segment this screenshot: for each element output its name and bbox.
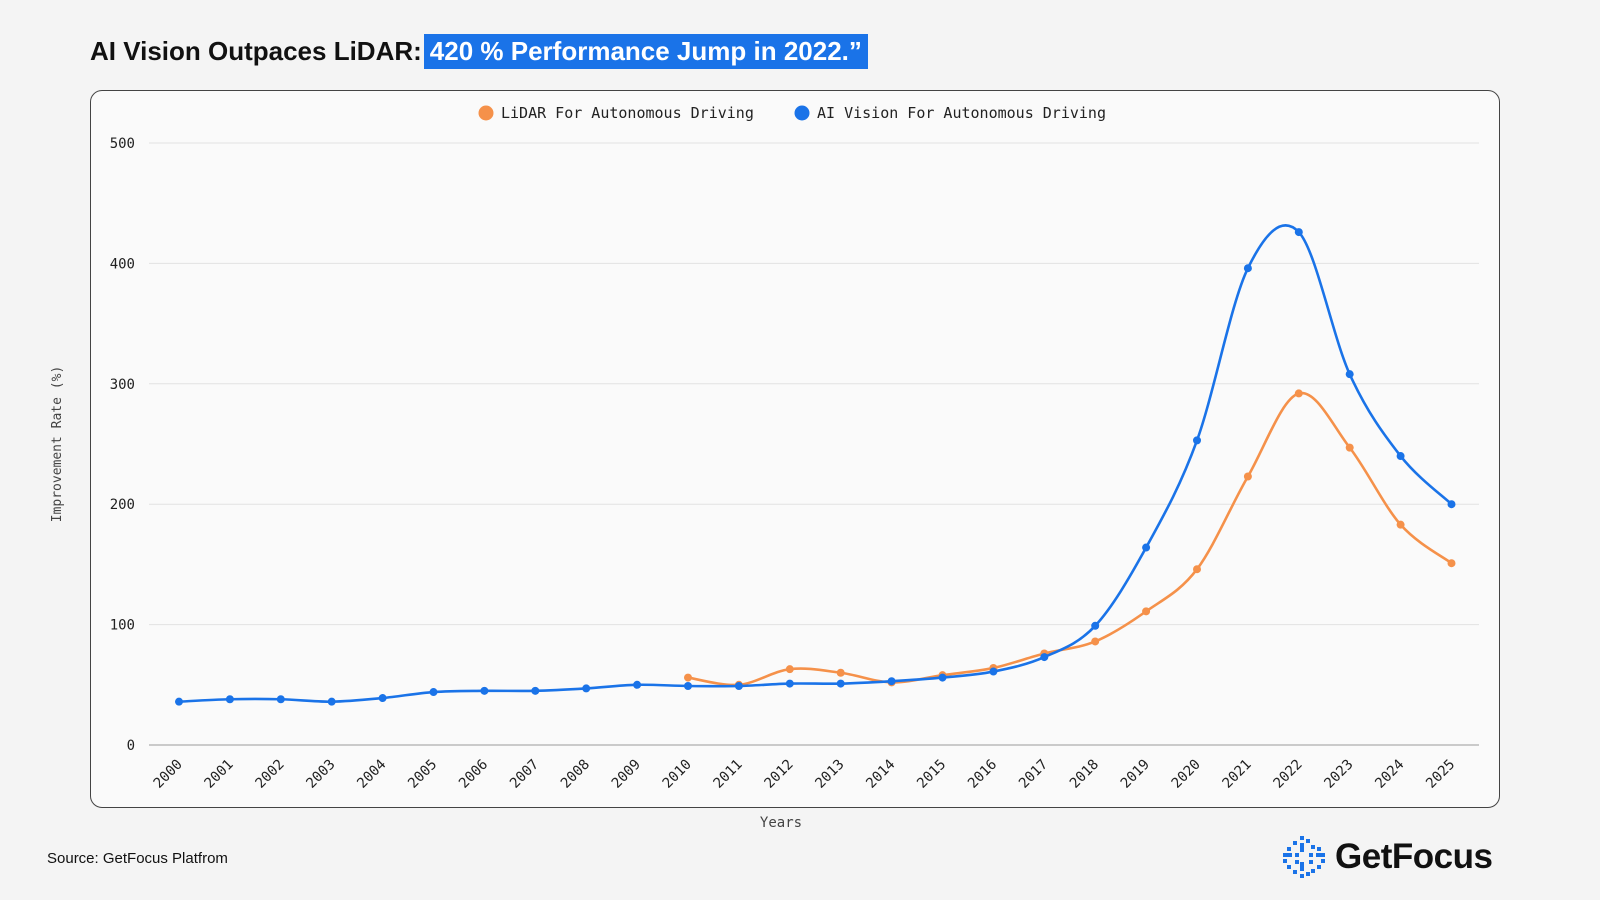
x-tick-label: 2003 xyxy=(303,757,338,792)
ai-vision-data-point xyxy=(531,686,540,695)
x-tick-label: 2018 xyxy=(1067,757,1102,792)
x-tick-label: 2005 xyxy=(405,757,440,792)
lidar-data-point xyxy=(684,673,692,682)
y-tick-label: 200 xyxy=(110,497,135,513)
x-tick-label: 2004 xyxy=(354,757,389,792)
ai-vision-data-point xyxy=(1193,436,1201,445)
x-tick-label: 2019 xyxy=(1118,757,1153,792)
source-note: Source: GetFocus Platfrom xyxy=(47,850,228,867)
chart-card: 0 100 200 300 400 500 2000 2001 2002 2003 2004 2005… xyxy=(50,90,1500,831)
x-tick-label: 2022 xyxy=(1270,757,1305,792)
lidar-data-point xyxy=(1396,520,1405,529)
lidar-data-point xyxy=(1447,559,1456,568)
lidar-series-line xyxy=(687,391,1453,687)
x-tick-label: 2015 xyxy=(914,757,949,792)
ai-vision-data-point xyxy=(836,679,845,688)
ai-vision-data-point xyxy=(734,682,743,691)
x-tick-label: 2008 xyxy=(558,757,593,792)
ai-vision-data-point xyxy=(1294,228,1303,237)
x-tick-label: 2002 xyxy=(252,757,287,792)
ai-vision-data-point xyxy=(1091,621,1100,630)
ai-vision-data-point xyxy=(276,695,285,704)
ai-vision-data-point xyxy=(327,697,336,706)
ai-vision-data-point xyxy=(1345,370,1354,379)
x-tick-label: 2006 xyxy=(456,757,491,792)
logo-text: GetFocus xyxy=(1335,837,1493,876)
legend-marker-ai-vision xyxy=(794,105,810,121)
x-tick-label: 2009 xyxy=(609,757,644,792)
x-axis-label: Years xyxy=(760,815,802,831)
line-chart: 0 100 200 300 400 500 2000 2001 2002 2003 2004 2005… xyxy=(50,104,1479,831)
legend-label-ai-vision: AI Vision For Autonomous Driving xyxy=(817,104,1106,122)
x-tick-label: 2010 xyxy=(660,757,695,792)
ai-vision-data-point xyxy=(480,686,489,695)
lidar-data-point xyxy=(1142,607,1151,616)
page-title: AI Vision Outpaces LiDAR: 420 % Performa… xyxy=(90,34,868,69)
x-tick-label: 2021 xyxy=(1220,757,1255,792)
ai-vision-data-point xyxy=(225,695,234,704)
lidar-data-point xyxy=(836,668,845,677)
title-highlight: 420 % Performance Jump in 2022.” xyxy=(423,34,868,69)
x-tick-label: 2016 xyxy=(965,757,1000,792)
x-tick-label: 2001 xyxy=(202,757,237,792)
ai-vision-data-point xyxy=(684,682,692,691)
getfocus-logo-icon xyxy=(1283,836,1325,878)
y-tick-label: 400 xyxy=(110,256,135,272)
ai-vision-data-point xyxy=(633,680,642,689)
legend-label-lidar: LiDAR For Autonomous Driving xyxy=(501,104,754,122)
ai-vision-data-point xyxy=(1447,500,1456,509)
ai-vision-data-point xyxy=(1243,264,1252,273)
x-tick-label: 2020 xyxy=(1169,757,1204,792)
x-tick-label: 2025 xyxy=(1423,757,1458,792)
title-prefix: AI Vision Outpaces LiDAR: xyxy=(90,36,422,66)
ai-vision-data-point xyxy=(1142,543,1151,552)
x-tick-label: 2007 xyxy=(507,757,542,792)
x-tick-label: 2024 xyxy=(1372,757,1407,792)
x-tick-label: 2000 xyxy=(151,757,186,792)
lidar-data-point xyxy=(1243,472,1252,481)
lidar-data-point xyxy=(785,665,794,674)
ai-vision-data-point xyxy=(378,694,387,703)
ai-vision-series-line xyxy=(178,224,1453,703)
y-axis-label: Improvement Rate (%) xyxy=(50,366,65,523)
legend-marker-lidar xyxy=(478,105,494,121)
ai-vision-data-point xyxy=(938,673,947,682)
y-tick-label: 500 xyxy=(110,136,135,152)
x-tick-label: 2014 xyxy=(863,757,898,792)
lidar-data-point xyxy=(1345,443,1354,452)
ai-vision-data-point xyxy=(887,677,896,686)
lidar-data-point xyxy=(1193,565,1201,574)
y-tick-label: 0 xyxy=(127,738,135,754)
ai-vision-data-point xyxy=(582,684,591,693)
lidar-data-point xyxy=(1294,389,1303,398)
x-tick-label: 2023 xyxy=(1321,757,1356,792)
ai-vision-data-point xyxy=(1040,653,1049,662)
x-tick-label: 2011 xyxy=(711,757,746,792)
ai-vision-data-point xyxy=(989,667,998,676)
ai-vision-data-point xyxy=(1396,452,1405,461)
y-tick-label: 100 xyxy=(110,618,135,634)
ai-vision-data-point xyxy=(175,697,183,706)
y-tick-label: 300 xyxy=(110,377,135,393)
x-tick-label: 2017 xyxy=(1016,757,1051,792)
x-tick-label: 2013 xyxy=(812,757,847,792)
lidar-data-point xyxy=(1091,637,1100,646)
ai-vision-data-point xyxy=(429,688,438,697)
ai-vision-data-point xyxy=(785,679,794,688)
getfocus-logo: GetFocus xyxy=(1283,836,1493,878)
x-tick-label: 2012 xyxy=(761,757,796,792)
